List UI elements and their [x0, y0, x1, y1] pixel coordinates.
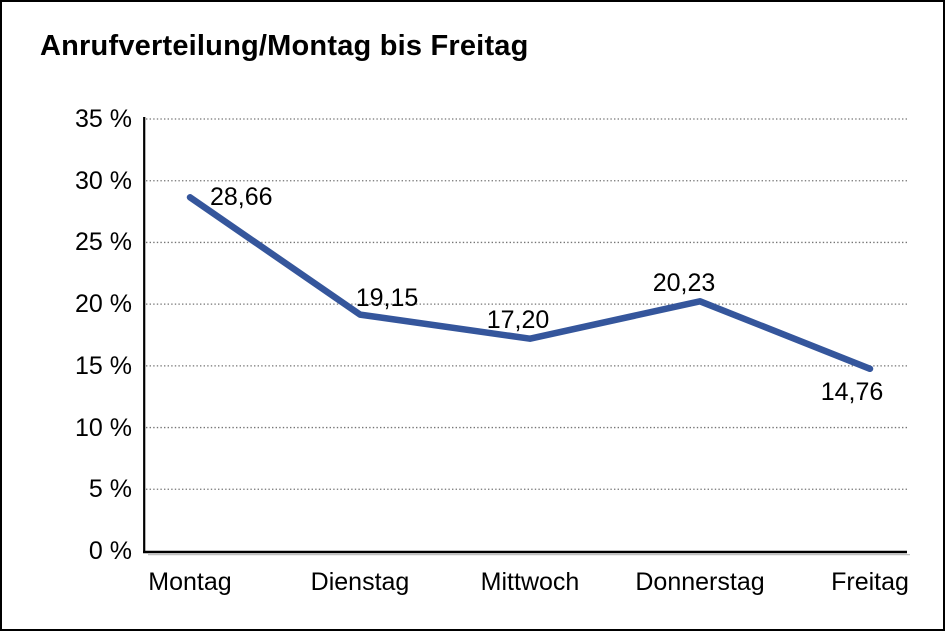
y-axis-tick-label: 10 %: [75, 413, 132, 442]
x-axis-category-label: Dienstag: [310, 568, 410, 596]
data-point-value-label: 14,76: [820, 377, 884, 406]
data-point-value-label: 19,15: [355, 283, 419, 312]
x-axis-category-label: Freitag: [831, 568, 909, 596]
y-axis-tick-label: 30 %: [75, 166, 132, 195]
y-axis-tick-label: 0 %: [88, 537, 132, 565]
x-axis-category-label: Mittwoch: [480, 568, 580, 596]
data-line-series: [186, 194, 874, 373]
x-axis-category-label: Montag: [148, 568, 232, 596]
y-axis-tick-label: 25 %: [75, 228, 132, 257]
data-point-value-label: 20,23: [652, 269, 716, 298]
y-axis-tick-label: 35 %: [75, 105, 132, 133]
data-point-value-label: 28,66: [210, 183, 273, 212]
data-point-value-label: 17,20: [486, 305, 550, 334]
y-axis-tick-label: 5 %: [88, 475, 132, 504]
x-axis-category-label: Donnerstag: [635, 568, 765, 596]
y-axis-tick-label: 20 %: [75, 290, 132, 319]
y-axis-tick-label: 15 %: [75, 351, 132, 380]
chart-title: Anrufverteilung/Montag bis Freitag: [40, 30, 529, 62]
